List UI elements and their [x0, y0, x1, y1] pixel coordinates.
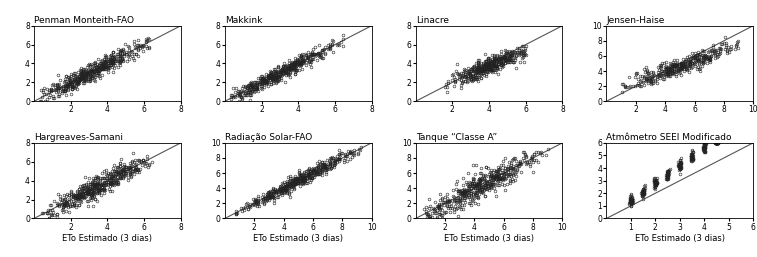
Text: Linacre: Linacre	[416, 16, 449, 25]
Text: Makkink: Makkink	[225, 16, 262, 25]
Text: Penman Monteith-FAO: Penman Monteith-FAO	[34, 16, 134, 25]
Text: Tanque “Classe A”: Tanque “Classe A”	[416, 133, 497, 142]
X-axis label: ETo Estimado (3 dias): ETo Estimado (3 dias)	[635, 234, 725, 243]
X-axis label: ETo Estimado (3 dias): ETo Estimado (3 dias)	[62, 234, 152, 243]
Text: Radiação Solar-FAO: Radiação Solar-FAO	[225, 133, 312, 142]
X-axis label: ETo Estimado (3 dias): ETo Estimado (3 dias)	[444, 234, 534, 243]
Text: Hargreaves-Samani: Hargreaves-Samani	[34, 133, 123, 142]
Text: Atmômetro SEEI Modificado: Atmômetro SEEI Modificado	[606, 133, 732, 142]
X-axis label: ETo Estimado (3 dias): ETo Estimado (3 dias)	[254, 234, 343, 243]
Text: Jensen-Haise: Jensen-Haise	[606, 16, 665, 25]
